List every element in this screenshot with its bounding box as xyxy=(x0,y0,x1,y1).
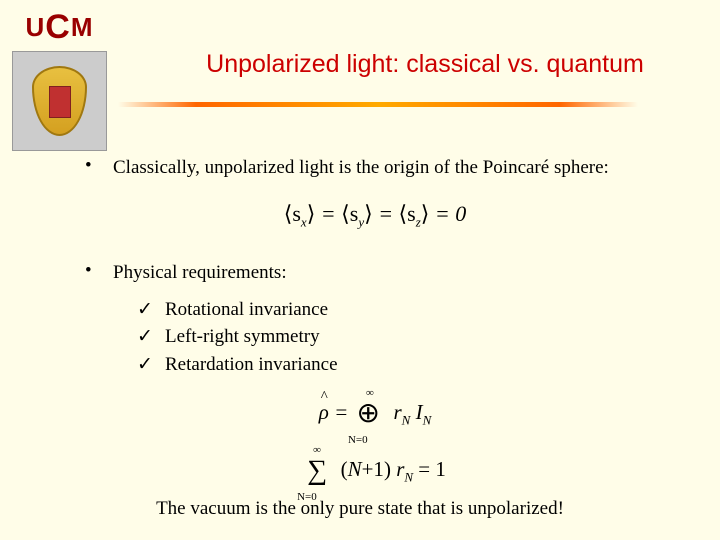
logo-m: M xyxy=(71,12,94,42)
crest-shield xyxy=(32,66,87,136)
logo-area: UCM xyxy=(12,8,107,141)
logo-c: C xyxy=(45,8,71,46)
logo-text: UCM xyxy=(12,8,107,47)
formula-stokes: ⟨sx⟩ = ⟨sy⟩ = ⟨sz⟩ = 0 xyxy=(85,201,665,230)
title-divider xyxy=(118,102,638,107)
bullet-marker: • xyxy=(85,155,113,181)
check-icon: ✓ xyxy=(137,296,165,324)
bullet-text-2: Physical requirements: xyxy=(113,260,665,286)
rho-hat: ρ xyxy=(319,400,329,424)
sub-item-label: Left-right symmetry xyxy=(165,323,320,351)
sub-item-label: Rotational invariance xyxy=(165,296,328,324)
bullet-item-2: • Physical requirements: xyxy=(85,260,665,286)
bullet-text-1: Classically, unpolarized light is the or… xyxy=(113,155,665,181)
closing-statement: The vacuum is the only pure state that i… xyxy=(0,498,720,520)
formula-sum: ∑∞N=0 (N+1) rN = 1 xyxy=(85,451,665,492)
bullet-marker: • xyxy=(85,260,113,286)
check-icon: ✓ xyxy=(137,323,165,351)
sub-item: ✓ Left-right symmetry xyxy=(137,323,665,351)
crest xyxy=(12,51,107,151)
sub-item-label: Retardation invariance xyxy=(165,351,338,379)
sub-item: ✓ Retardation invariance xyxy=(137,351,665,379)
sub-item: ✓ Rotational invariance xyxy=(137,296,665,324)
content-area: • Classically, unpolarized light is the … xyxy=(85,155,665,494)
sub-list: ✓ Rotational invariance ✓ Left-right sym… xyxy=(137,296,665,379)
logo-u: U xyxy=(25,12,45,42)
formula-rho: ρ = ⊕∞N=0 rN IN xyxy=(85,394,665,435)
check-icon: ✓ xyxy=(137,351,165,379)
slide-title: Unpolarized light: classical vs. quantum xyxy=(175,50,675,79)
bullet-item-1: • Classically, unpolarized light is the … xyxy=(85,155,665,181)
